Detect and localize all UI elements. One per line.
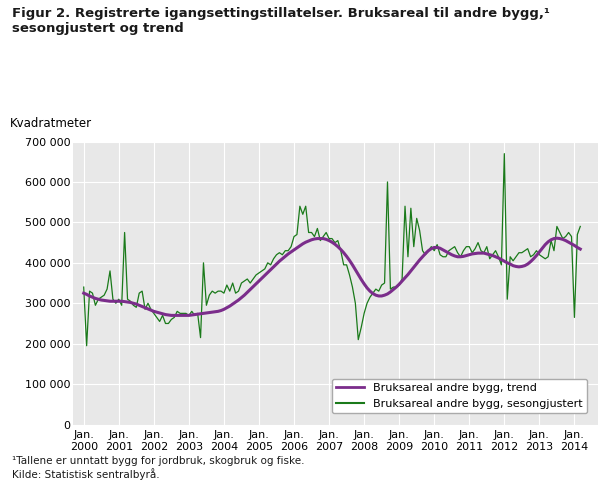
Text: ¹Tallene er unntatt bygg for jordbruk, skogbruk og fiske.: ¹Tallene er unntatt bygg for jordbruk, s… [12, 456, 305, 466]
Text: Kilde: Statistisk sentralbyrå.: Kilde: Statistisk sentralbyrå. [12, 468, 160, 480]
Text: sesongjustert og trend: sesongjustert og trend [12, 22, 184, 35]
Text: Kvadratmeter: Kvadratmeter [10, 117, 92, 130]
Legend: Bruksareal andre bygg, trend, Bruksareal andre bygg, sesongjustert: Bruksareal andre bygg, trend, Bruksareal… [332, 379, 587, 413]
Text: Figur 2. Registrerte igangsettingstillatelser. Bruksareal til andre bygg,¹: Figur 2. Registrerte igangsettingstillat… [12, 7, 550, 20]
